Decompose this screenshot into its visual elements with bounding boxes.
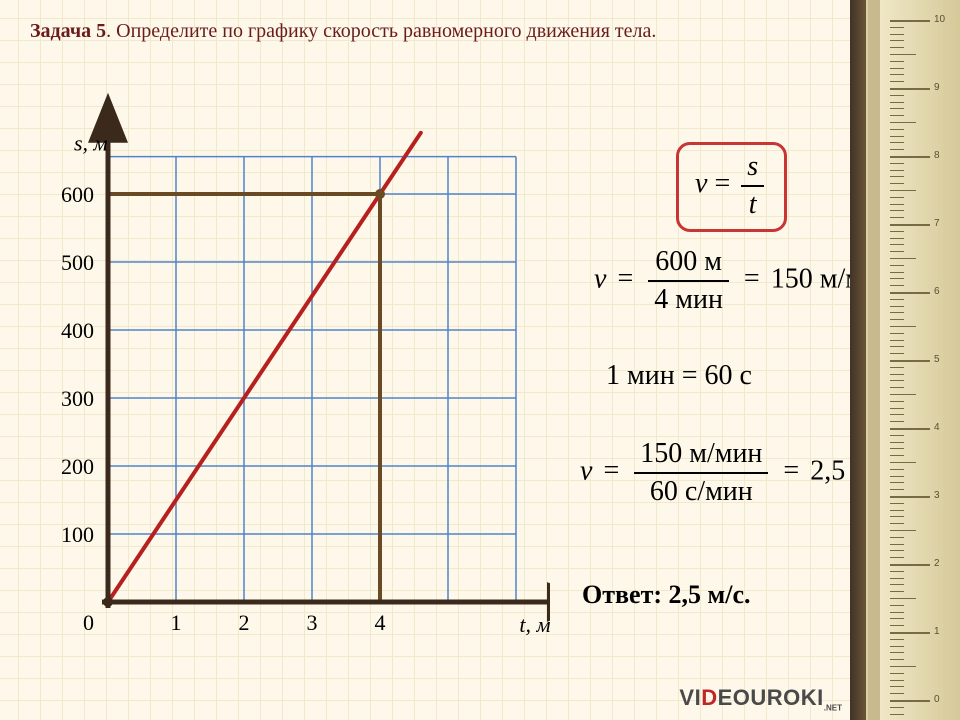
svg-text:1: 1 [171,610,182,635]
svg-text:400: 400 [61,318,94,343]
svg-text:600: 600 [61,182,94,207]
videouroki-logo: VIDEOUROKI.NET [679,685,842,712]
calc-step-2: v = 150 м/мин 60 с/мин = 2,5 м/с [580,438,890,508]
problem-text: . Определите по графику скорость равноме… [106,20,656,42]
svg-text:500: 500 [61,250,94,275]
chart-svg: 1 2 3 4 100 200 300 400 500 600 0 s, м t, мин [30,80,550,650]
problem-title: Задача 5. Определите по графику скорость… [30,20,656,43]
svg-text:2: 2 [239,610,250,635]
svg-text:0: 0 [83,610,94,635]
svg-text:3: 3 [307,610,318,635]
formula-eq: = [714,168,730,199]
svg-text:100: 100 [61,522,94,547]
svg-text:200: 200 [61,454,94,479]
formula-fraction: s t [741,151,764,221]
problem-number: Задача 5 [30,20,106,42]
svg-text:t, мин: t, мин [519,612,550,637]
unit-conversion: 1 мин = 60 с [606,360,752,392]
ruler-decoration: 109876543210 [850,0,960,720]
svg-text:4: 4 [375,610,386,635]
formula-den: t [741,187,764,221]
calc-step-1: v = 600 м 4 мин = 150 м/мин [594,246,893,316]
formula-num: s [741,151,764,187]
formula-lhs: v [695,168,707,199]
motion-chart: 1 2 3 4 100 200 300 400 500 600 0 s, м t, мин [30,80,550,650]
svg-text:300: 300 [61,386,94,411]
answer-line: Ответ: 2,5 м/с. [582,580,750,610]
svg-text:s, м: s, м [74,131,108,156]
velocity-formula-box: v = s t [676,142,787,232]
